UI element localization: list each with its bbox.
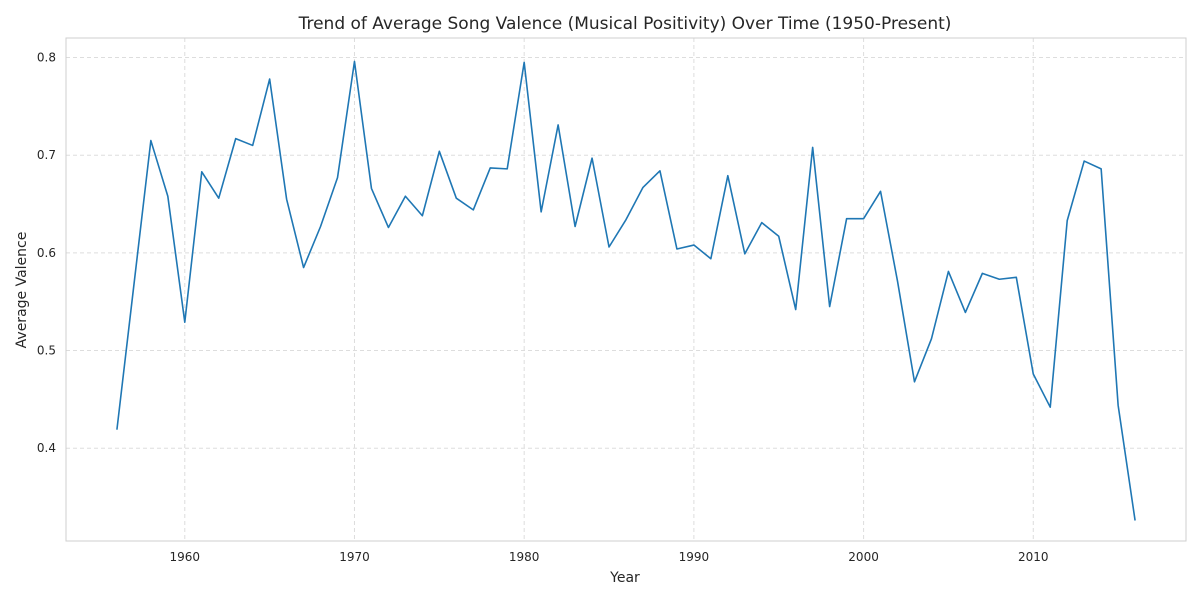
x-axis-label: Year <box>609 570 640 586</box>
x-tick-label: 1970 <box>339 550 370 564</box>
x-tick-label: 1980 <box>509 550 540 564</box>
x-axis-ticks: 1960 1970 1980 1990 2000 2010 <box>170 550 1049 564</box>
series-line <box>116 60 1136 521</box>
plot-frame <box>65 37 1187 542</box>
y-tick-label: 0.4 <box>37 441 56 455</box>
x-tick-label: 2000 <box>848 550 879 564</box>
y-axis-label: Average Valence <box>14 232 30 349</box>
x-tick-label: 1990 <box>679 550 710 564</box>
y-axis-ticks: 0.4 0.5 0.6 0.7 0.8 <box>37 51 56 456</box>
chart-title: Trend of Average Song Valence (Musical P… <box>298 14 952 34</box>
y-tick-label: 0.7 <box>37 148 56 162</box>
x-tick-label: 2010 <box>1018 550 1049 564</box>
grid-lines <box>66 38 1186 541</box>
x-tick-label: 1960 <box>170 550 201 564</box>
y-tick-label: 0.8 <box>37 51 56 65</box>
y-tick-label: 0.5 <box>37 344 56 358</box>
y-tick-label: 0.6 <box>37 246 56 260</box>
